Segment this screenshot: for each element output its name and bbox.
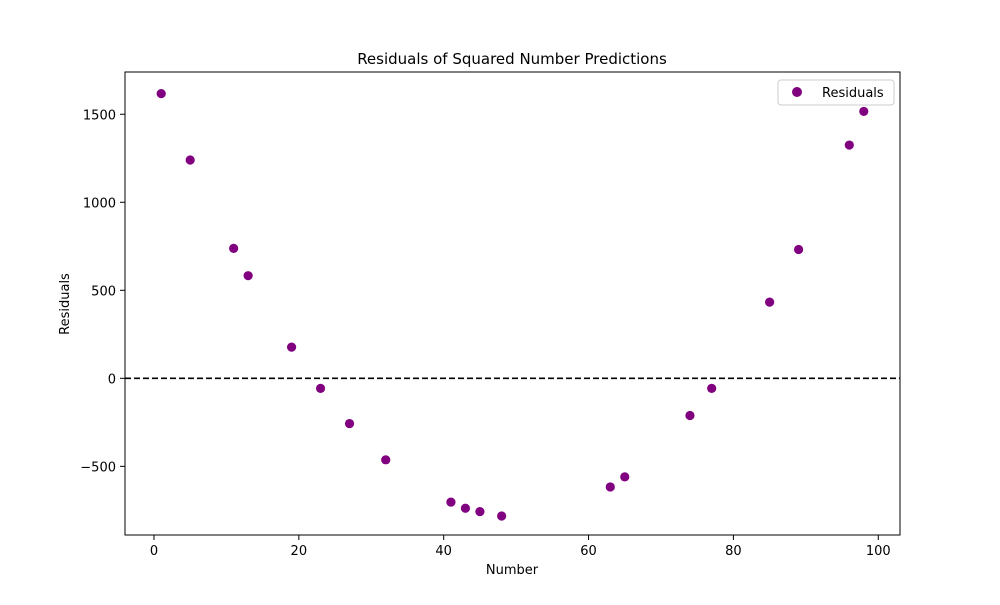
y-tick-label: 0 (108, 372, 116, 387)
x-tick-label: 40 (435, 544, 452, 559)
legend: Residuals (777, 79, 895, 106)
x-tick-label: 20 (291, 544, 308, 559)
data-point (460, 503, 471, 513)
data-point (229, 243, 239, 253)
data-point (793, 244, 804, 255)
data-point (620, 472, 630, 482)
y-tick-label: 500 (91, 284, 116, 299)
axes-frame (124, 71, 901, 536)
data-point (286, 342, 297, 352)
x-tick-label: 80 (725, 544, 742, 559)
legend-marker (792, 87, 802, 97)
data-point (765, 297, 775, 307)
x-tick-label: 60 (580, 544, 597, 559)
data-point (707, 383, 717, 393)
legend-label: Residuals (822, 86, 884, 101)
plot-area: 0 20 40 60 80 100 −500 0 500 1000 1500 (80, 71, 901, 559)
y-tick-label: −500 (80, 460, 116, 475)
data-point (859, 106, 869, 117)
data-point (844, 140, 854, 150)
data-point (446, 497, 456, 507)
legend-box (777, 79, 895, 106)
data-point (685, 410, 695, 421)
chart-title: Residuals of Squared Number Predictions (357, 50, 667, 68)
data-point (156, 89, 166, 99)
data-point (243, 271, 253, 281)
data-point (497, 511, 507, 521)
y-tick-label: 1000 (83, 196, 116, 211)
x-axis-label: Number (486, 563, 539, 578)
data-point (315, 383, 326, 393)
data-point (605, 482, 615, 492)
x-tick-label: 100 (866, 544, 891, 559)
data-point (185, 155, 195, 165)
data-point (381, 455, 391, 465)
x-tick-label: 0 (150, 544, 158, 559)
data-point (344, 418, 355, 429)
y-tick-label: 1500 (83, 108, 116, 123)
data-point (475, 506, 485, 517)
y-axis-label: Residuals (58, 273, 73, 335)
